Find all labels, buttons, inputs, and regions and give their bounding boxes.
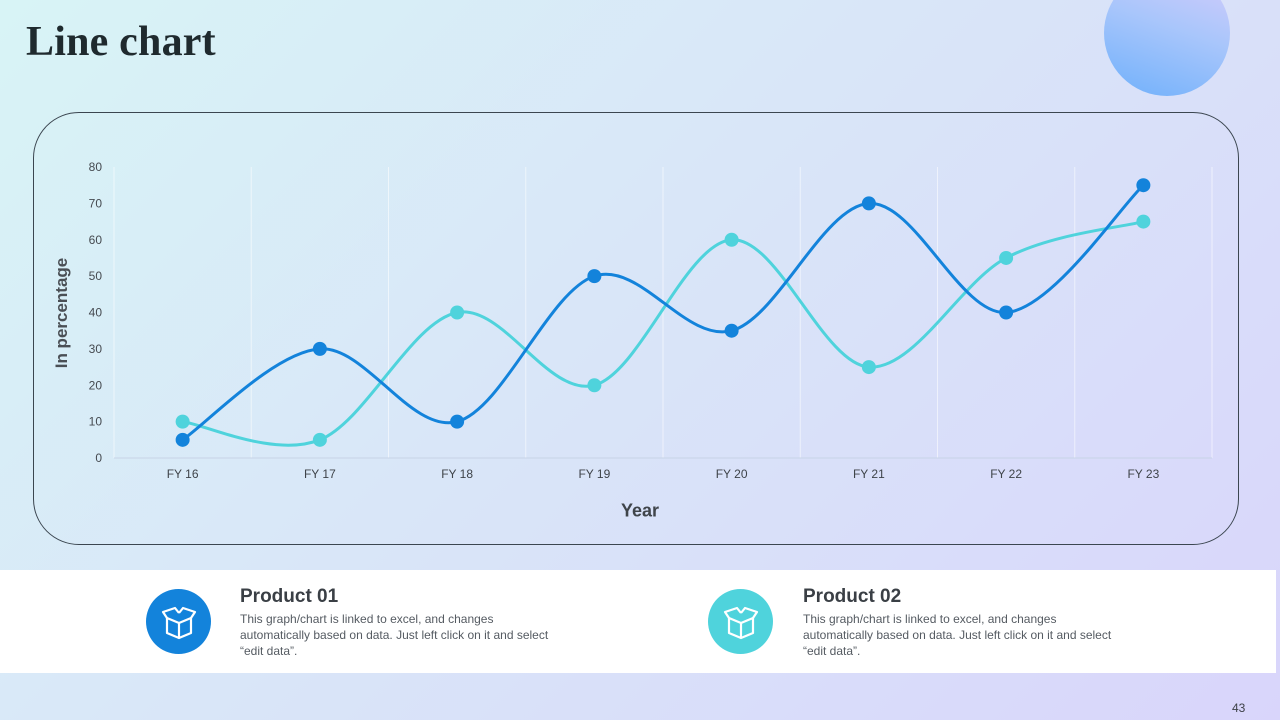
product-02-title: Product 02 — [803, 586, 902, 607]
product-02-badge — [708, 589, 773, 654]
chart-frame — [33, 112, 1239, 545]
data-point-product-01 — [724, 323, 739, 338]
product-02-description: This graph/chart is linked to excel, and… — [803, 612, 1112, 658]
data-point-product-02 — [450, 305, 465, 320]
legend-panel: Product 01 This graph/chart is linked to… — [0, 570, 1276, 673]
x-axis-title: Year — [620, 500, 660, 521]
data-point-product-01 — [1136, 178, 1151, 193]
data-point-product-01 — [999, 305, 1014, 320]
y-tick-label: 20 — [89, 378, 103, 392]
x-tick-label: FY 19 — [578, 467, 610, 481]
product-01-description: This graph/chart is linked to excel, and… — [240, 612, 549, 658]
x-tick-label: FY 21 — [853, 467, 885, 481]
data-point-product-02 — [724, 232, 739, 247]
data-point-product-01 — [450, 414, 465, 429]
data-point-product-01 — [175, 432, 190, 447]
product-01-title: Product 01 — [240, 586, 339, 607]
x-tick-label: FY 22 — [990, 467, 1022, 481]
y-tick-label: 30 — [89, 342, 103, 356]
series-line-product-02 — [181, 220, 1145, 447]
data-point-product-02 — [312, 432, 327, 447]
x-tick-label: FY 18 — [441, 467, 473, 481]
page-number: 43 — [1232, 701, 1246, 715]
y-tick-label: 70 — [89, 196, 103, 210]
y-axis-title: In percentage — [52, 257, 71, 369]
series-line-product-01 — [181, 183, 1145, 442]
y-tick-label: 50 — [89, 269, 103, 283]
y-tick-label: 80 — [89, 160, 103, 174]
data-point-product-02 — [999, 250, 1014, 265]
data-point-product-01 — [861, 196, 876, 211]
y-tick-label: 0 — [95, 451, 102, 465]
box-icon — [161, 606, 196, 639]
y-tick-label: 60 — [89, 233, 103, 247]
y-tick-label: 40 — [89, 306, 103, 320]
x-tick-label: FY 17 — [304, 467, 336, 481]
data-point-product-01 — [312, 341, 327, 356]
x-tick-label: FY 16 — [167, 467, 199, 481]
data-point-product-02 — [861, 360, 876, 375]
data-point-product-02 — [587, 378, 602, 393]
x-tick-label: FY 23 — [1127, 467, 1159, 481]
page-title: Line chart — [26, 19, 216, 65]
data-point-product-01 — [587, 269, 602, 284]
y-tick-label: 10 — [89, 415, 103, 429]
x-tick-label: FY 20 — [716, 467, 748, 481]
data-point-product-02 — [1136, 214, 1151, 229]
box-icon — [723, 606, 758, 639]
data-point-product-02 — [175, 414, 190, 429]
product-01-badge — [146, 589, 211, 654]
